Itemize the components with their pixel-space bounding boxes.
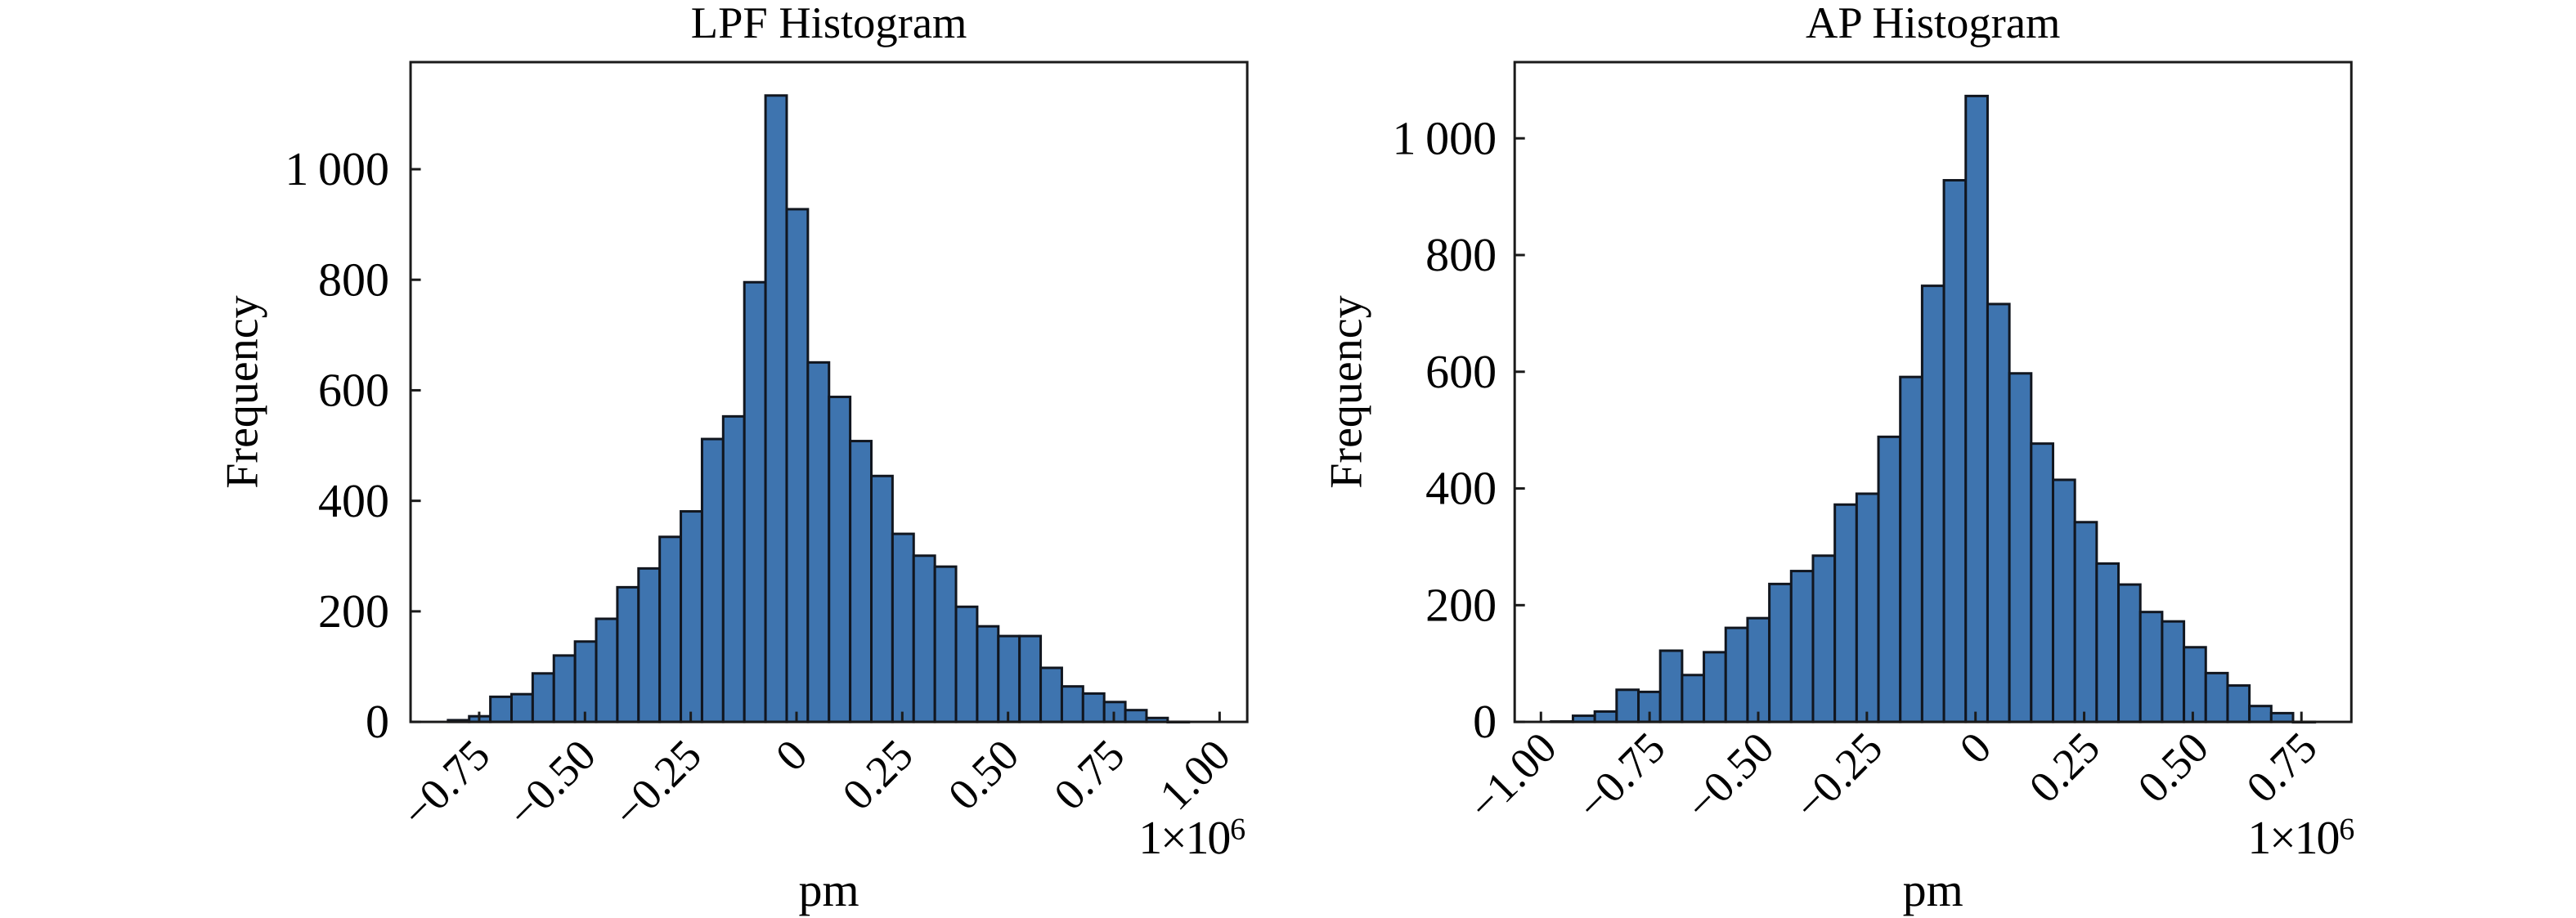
svg-text:400: 400 — [318, 474, 389, 527]
svg-text:AP Histogram: AP Histogram — [1806, 0, 2060, 47]
svg-text:1×10: 1×10 — [1138, 811, 1229, 864]
svg-text:800: 800 — [318, 253, 389, 306]
svg-text:Frequency: Frequency — [1321, 295, 1371, 488]
svg-text:0: 0 — [1473, 695, 1497, 748]
svg-text:800: 800 — [1425, 228, 1497, 281]
svg-text:600: 600 — [1425, 345, 1497, 398]
svg-text:1 000: 1 000 — [285, 142, 389, 195]
svg-text:200: 200 — [318, 584, 389, 638]
svg-text:1 000: 1 000 — [1393, 111, 1497, 164]
svg-text:1×10: 1×10 — [2247, 811, 2338, 864]
svg-text:Frequency: Frequency — [217, 295, 267, 488]
svg-text:pm: pm — [1903, 863, 1963, 916]
svg-text:200: 200 — [1425, 578, 1497, 631]
svg-text:600: 600 — [318, 364, 389, 417]
svg-text:0: 0 — [366, 695, 389, 748]
svg-text:pm: pm — [799, 863, 859, 916]
svg-text:400: 400 — [1425, 462, 1497, 515]
svg-text:LPF Histogram: LPF Histogram — [691, 0, 967, 47]
